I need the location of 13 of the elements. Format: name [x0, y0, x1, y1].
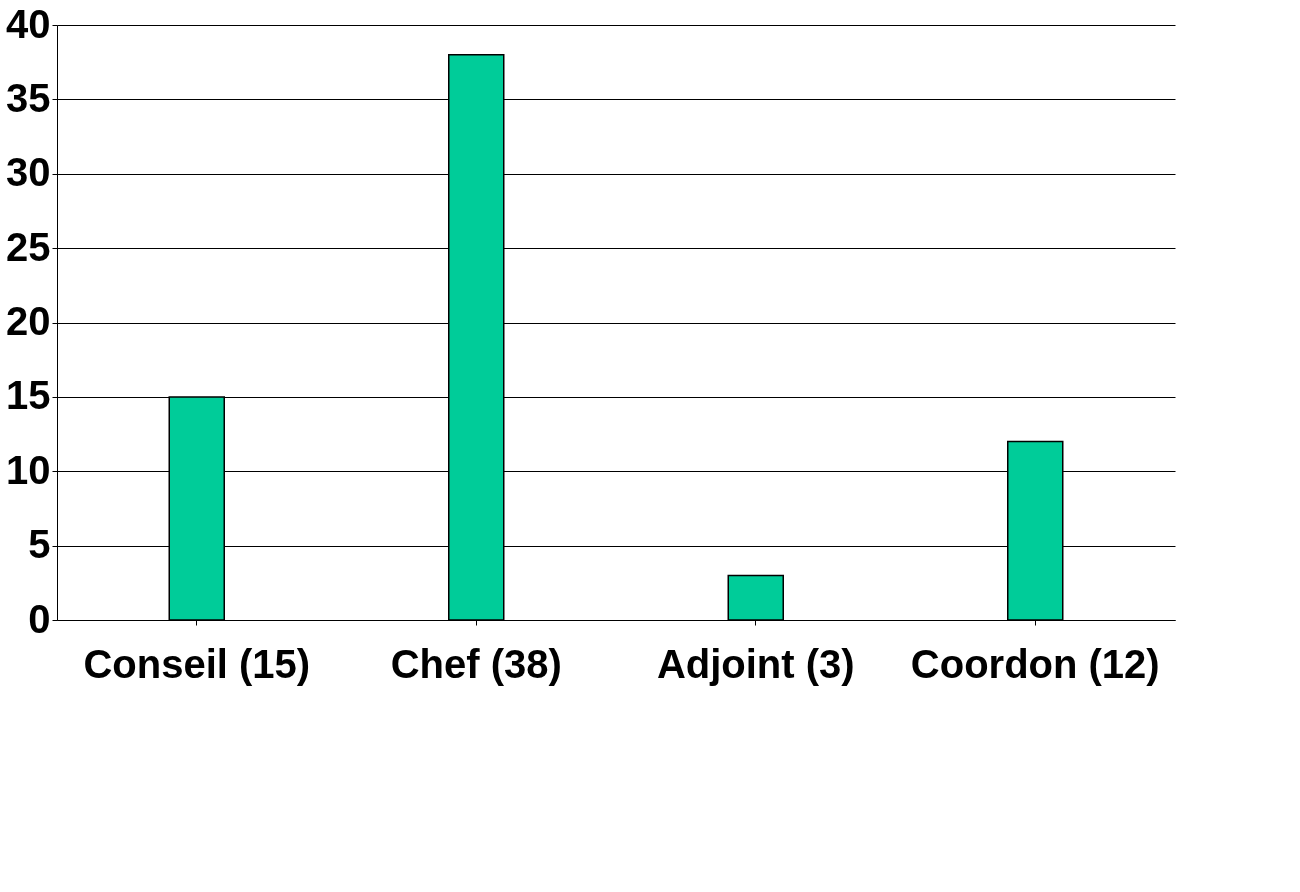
y-tick-label: 30 [6, 150, 51, 195]
y-tick-label: 25 [6, 224, 51, 269]
x-tick-label: Adjoint (3) [656, 641, 855, 686]
y-tick-label: 5 [28, 522, 51, 567]
y-tick-label: 10 [6, 447, 51, 492]
y-tick-label: 35 [6, 75, 51, 120]
y-tick-label: 15 [6, 373, 51, 418]
x-tick-label: Conseil (15) [83, 641, 311, 686]
x-tick-label: Chef (38) [390, 641, 562, 686]
y-tick-label: 20 [6, 299, 51, 343]
y-tick-label: 0 [28, 596, 51, 641]
y-tick-label: 40 [6, 1, 51, 46]
x-tick-label: Coordon (12) [910, 641, 1160, 686]
